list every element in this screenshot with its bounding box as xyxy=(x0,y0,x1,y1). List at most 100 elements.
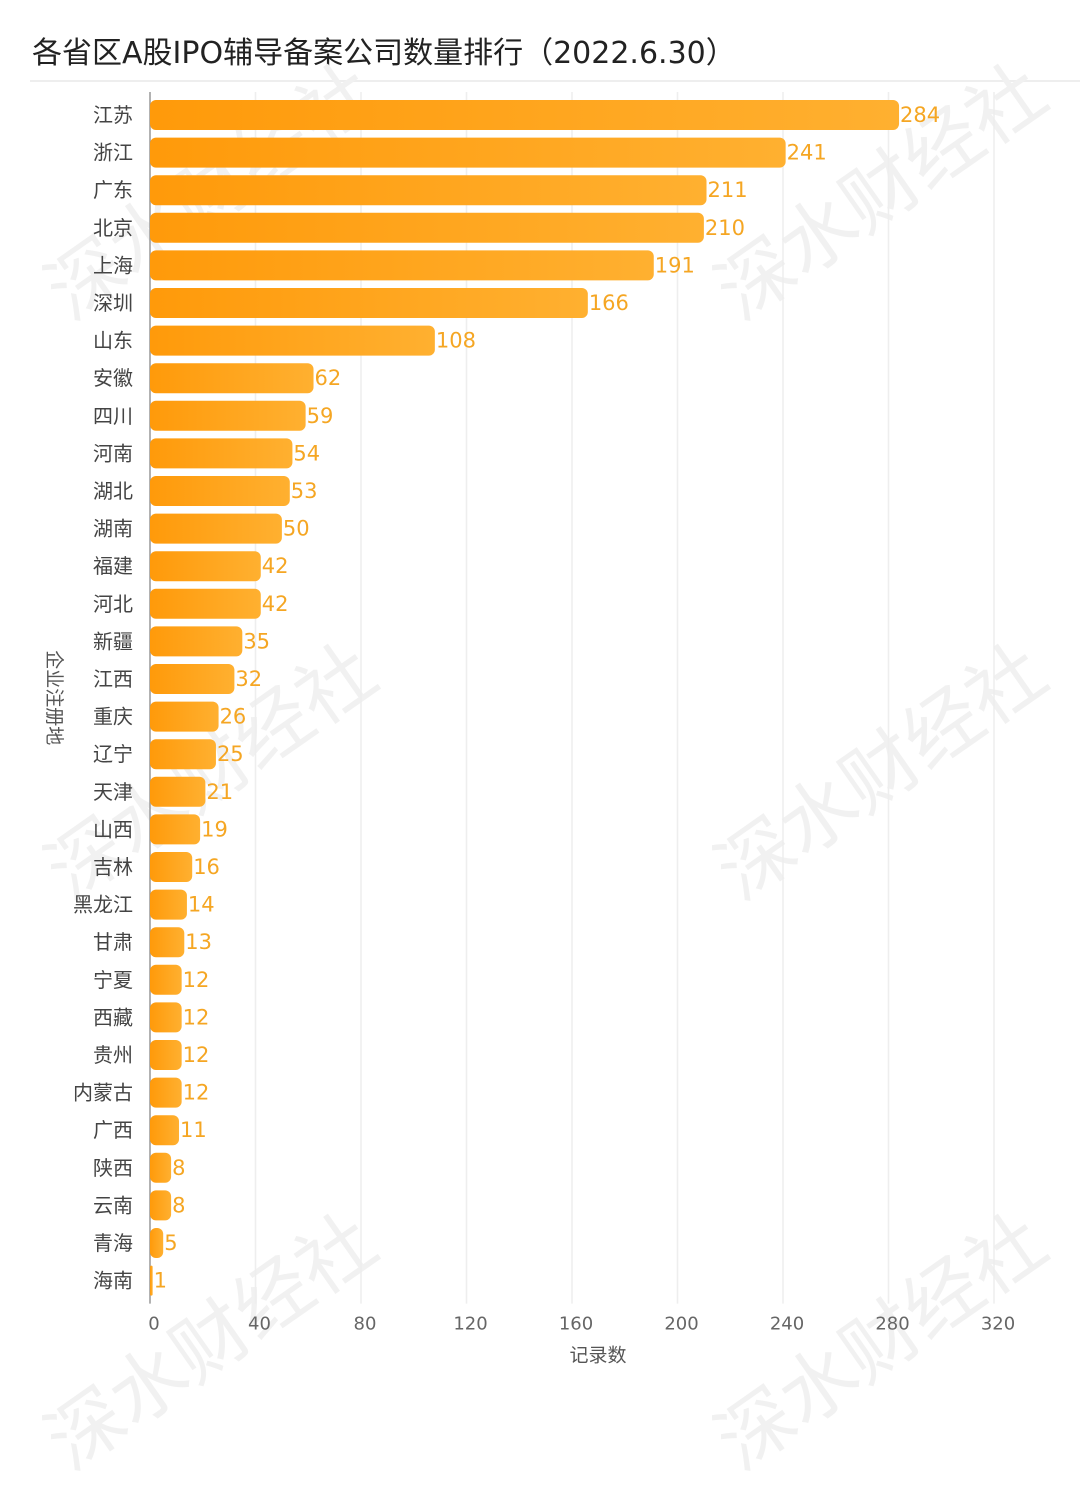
value-label: 42 xyxy=(262,592,289,616)
category-label: 湖南 xyxy=(93,517,133,541)
x-tick-label: 320 xyxy=(981,1314,1015,1335)
value-label: 166 xyxy=(589,291,629,315)
category-label: 黑龙江 xyxy=(73,893,133,917)
title-divider xyxy=(30,80,1080,82)
y-axis-title: 企业注册地 xyxy=(43,650,65,745)
value-label: 210 xyxy=(705,216,745,240)
value-label: 12 xyxy=(183,1005,210,1029)
x-tick-label: 160 xyxy=(559,1314,593,1335)
bar xyxy=(150,400,306,431)
bar xyxy=(150,175,707,206)
category-label: 广东 xyxy=(93,178,133,202)
category-label: 北京 xyxy=(93,216,133,240)
bar xyxy=(150,626,243,657)
value-label: 32 xyxy=(235,667,262,691)
value-label: 35 xyxy=(243,629,270,653)
value-label: 25 xyxy=(217,742,244,766)
bar xyxy=(150,1190,172,1221)
bar xyxy=(150,363,314,394)
chart-title: 各省区A股IPO辅导备案公司数量排行（2022.6.30） xyxy=(32,36,736,71)
category-label: 天津 xyxy=(93,780,133,804)
bar xyxy=(150,739,216,770)
category-label: 江西 xyxy=(93,667,133,691)
value-label: 12 xyxy=(183,1081,210,1105)
value-label: 26 xyxy=(220,705,247,729)
category-label: 河南 xyxy=(93,441,133,465)
value-label: 19 xyxy=(201,817,228,841)
category-label: 贵州 xyxy=(93,1043,133,1067)
x-tick-label: 0 xyxy=(148,1314,159,1335)
value-label: 42 xyxy=(262,554,289,578)
x-tick-label: 80 xyxy=(354,1314,377,1335)
value-label: 59 xyxy=(307,404,334,428)
category-label: 江苏 xyxy=(93,103,133,127)
category-label: 宁夏 xyxy=(93,968,133,992)
bar xyxy=(150,1077,182,1108)
category-label: 内蒙古 xyxy=(73,1081,133,1105)
category-label: 山西 xyxy=(93,817,133,841)
x-tick-label: 240 xyxy=(770,1314,804,1335)
category-label: 青海 xyxy=(93,1231,133,1255)
x-tick-label: 280 xyxy=(875,1314,909,1335)
value-label: 284 xyxy=(900,103,940,127)
value-label: 13 xyxy=(185,930,212,954)
category-label: 山东 xyxy=(93,329,133,353)
bar xyxy=(150,476,290,506)
x-tick-label: 200 xyxy=(664,1314,698,1335)
x-tick-label: 40 xyxy=(248,1314,271,1335)
bar xyxy=(150,325,435,356)
bar xyxy=(150,927,185,958)
bar xyxy=(150,100,900,130)
category-label: 广西 xyxy=(93,1118,133,1142)
category-label: 河北 xyxy=(93,592,133,616)
value-label: 16 xyxy=(193,855,220,879)
category-label: 福建 xyxy=(93,554,133,578)
bar xyxy=(150,1228,164,1258)
x-tick-label: 120 xyxy=(453,1314,487,1335)
category-label: 陕西 xyxy=(93,1156,133,1180)
value-label: 1 xyxy=(154,1269,167,1293)
bars xyxy=(150,100,900,1296)
category-label: 甘肃 xyxy=(93,930,133,954)
bar xyxy=(150,1265,153,1296)
bar xyxy=(150,1115,180,1146)
value-label: 21 xyxy=(206,780,233,804)
category-label: 重庆 xyxy=(93,705,133,729)
value-label: 12 xyxy=(183,968,210,992)
value-label: 54 xyxy=(293,441,320,465)
value-label: 12 xyxy=(183,1043,210,1067)
value-label: 8 xyxy=(172,1156,185,1180)
bar xyxy=(150,852,193,882)
bar xyxy=(150,1152,172,1183)
value-label: 5 xyxy=(164,1231,177,1255)
category-label: 云南 xyxy=(93,1193,133,1217)
bar xyxy=(150,664,235,694)
bar xyxy=(150,964,182,995)
bar xyxy=(150,1002,182,1033)
category-label: 海南 xyxy=(93,1269,133,1293)
category-label: 吉林 xyxy=(93,855,133,879)
bar xyxy=(150,250,654,281)
category-label: 浙江 xyxy=(93,141,133,165)
value-label: 108 xyxy=(436,329,476,353)
bar xyxy=(150,1040,182,1070)
value-label: 11 xyxy=(180,1118,207,1142)
bar xyxy=(150,438,293,469)
bar xyxy=(150,889,187,920)
category-label: 湖北 xyxy=(93,479,133,503)
category-label: 上海 xyxy=(93,253,133,277)
value-label: 14 xyxy=(188,893,215,917)
bar xyxy=(150,137,786,168)
bar xyxy=(150,513,282,544)
value-label: 241 xyxy=(787,141,827,165)
bar xyxy=(150,288,588,318)
value-label: 50 xyxy=(283,517,310,541)
value-label: 8 xyxy=(172,1193,185,1217)
value-label: 211 xyxy=(708,178,748,202)
bar xyxy=(150,776,206,807)
bar xyxy=(150,814,201,845)
value-label: 62 xyxy=(315,366,342,390)
bar xyxy=(150,588,261,619)
